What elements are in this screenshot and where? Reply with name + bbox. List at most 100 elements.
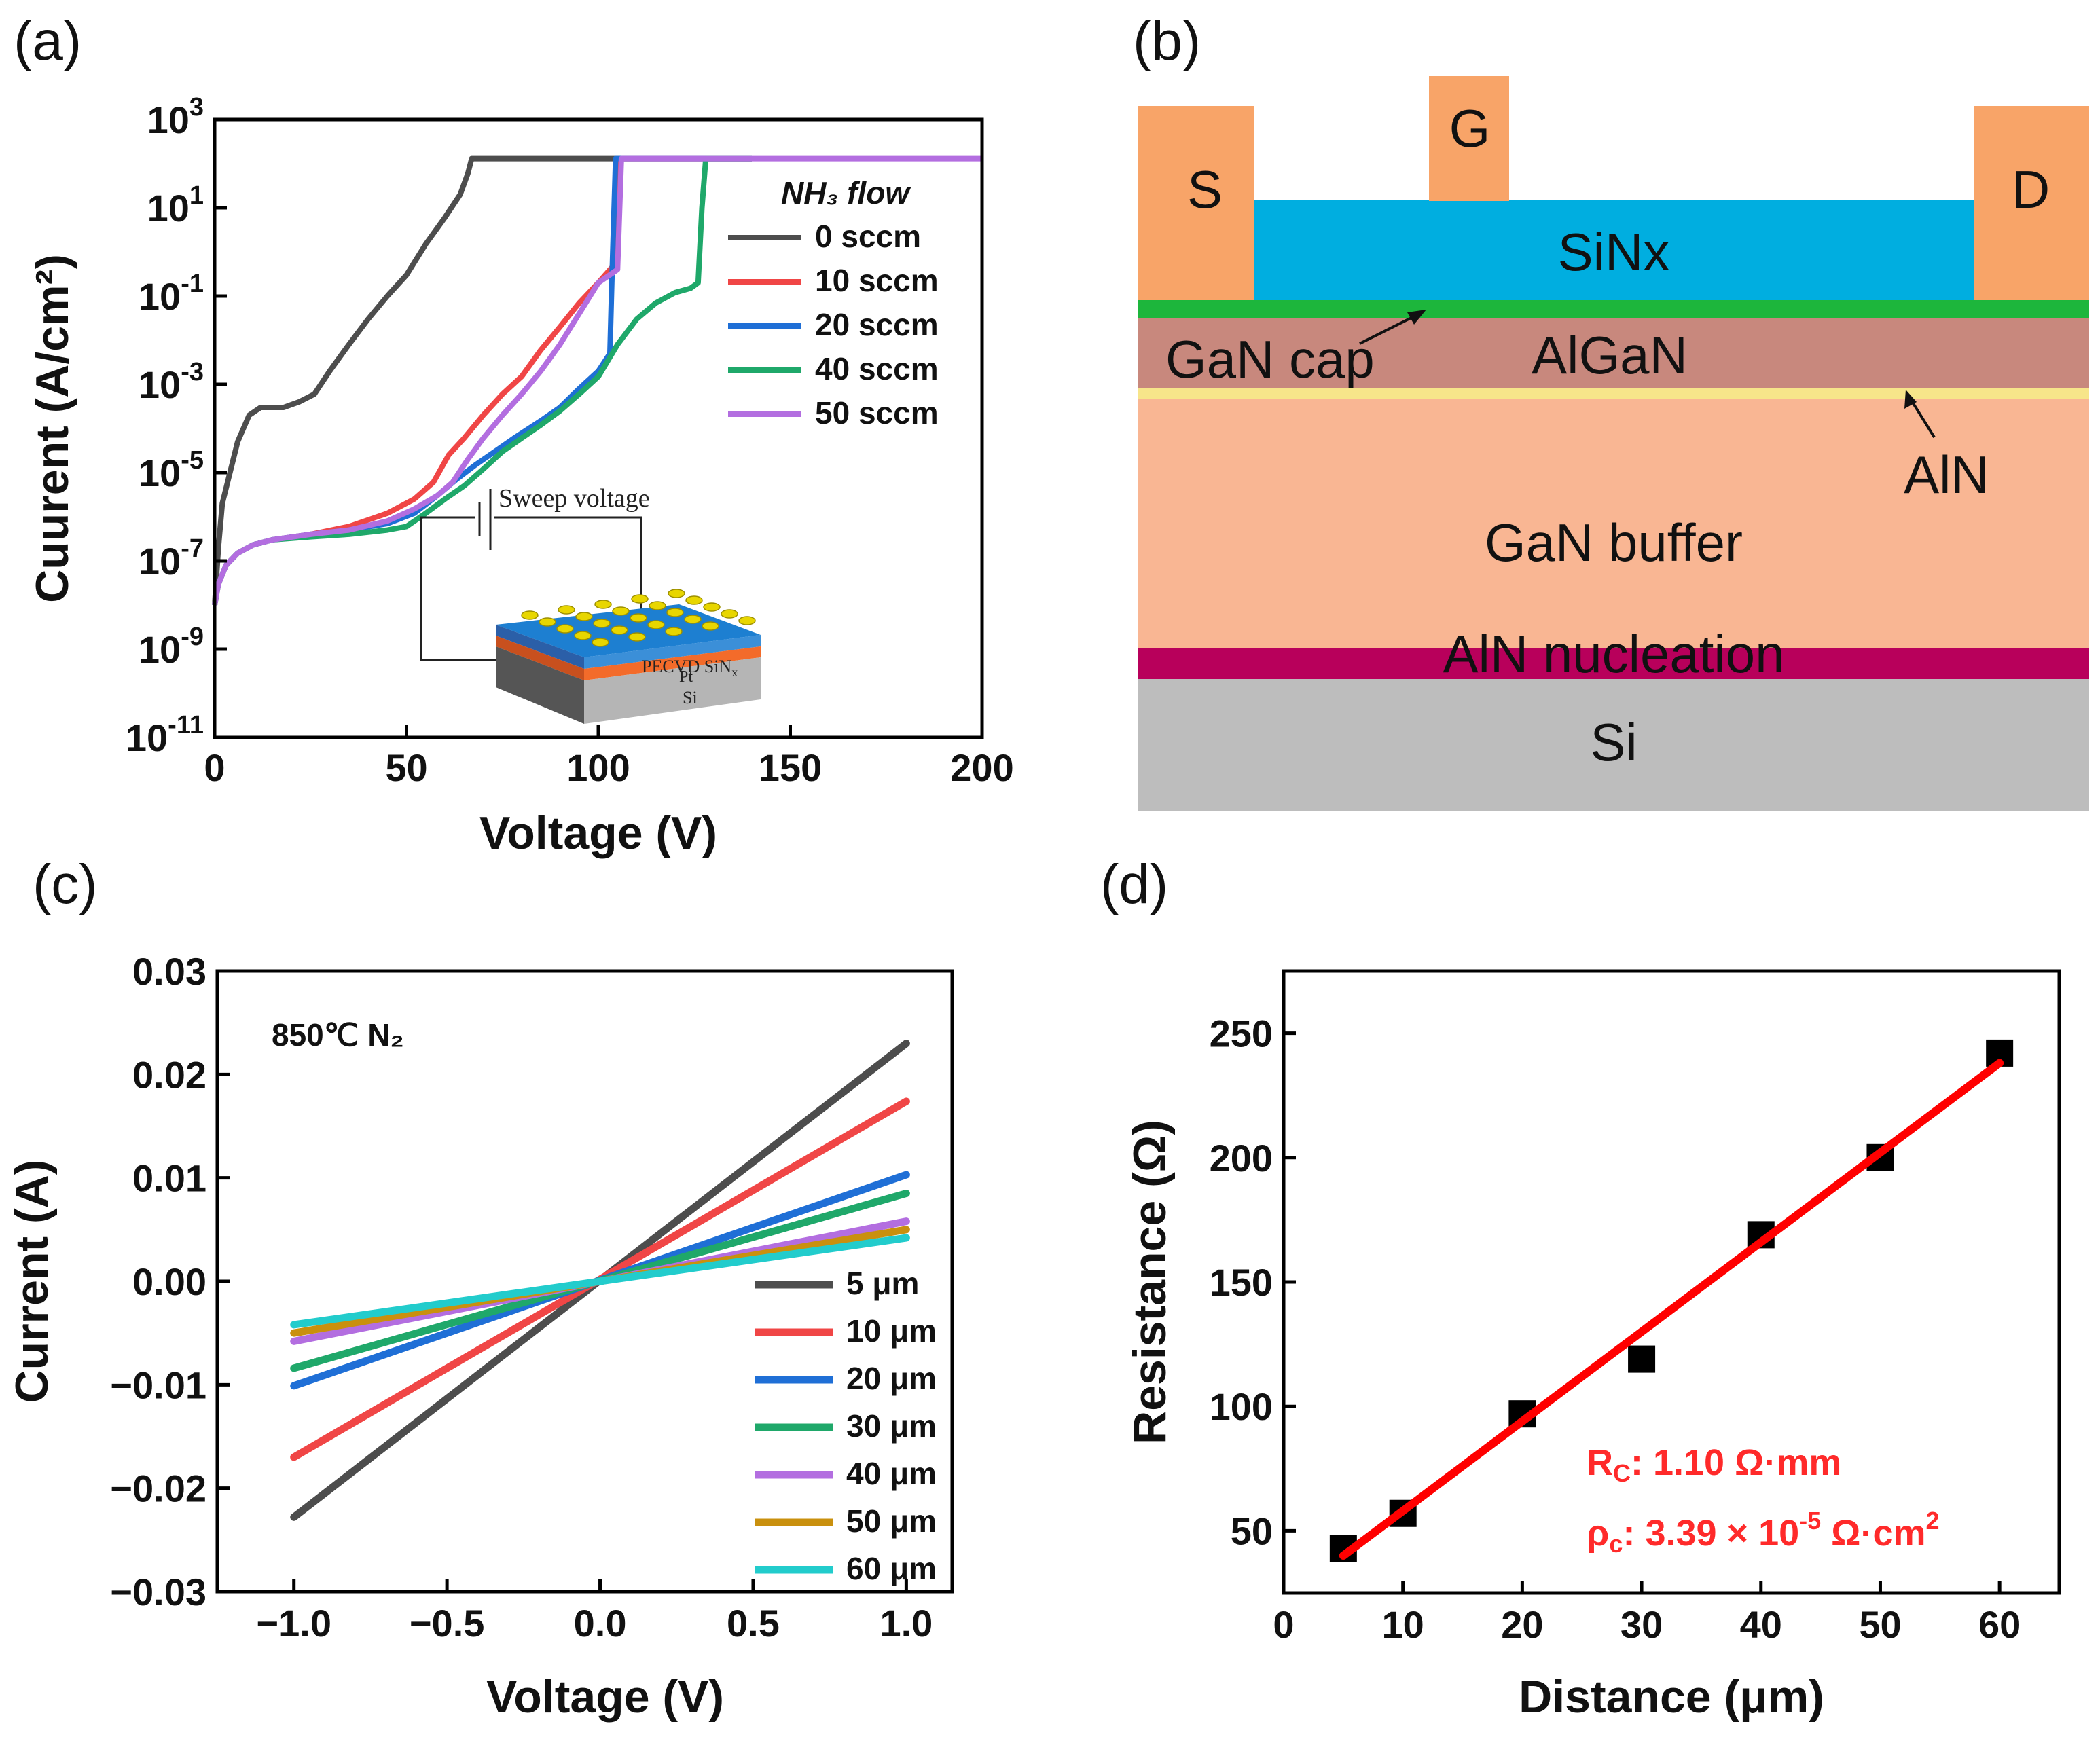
inset-contact-pad (666, 608, 684, 617)
panel-label-b: (b) (1133, 10, 1201, 72)
panel-c-xlabel: Voltage (V) (486, 1671, 724, 1723)
panel-label-c: (c) (33, 854, 98, 915)
panel-a-legend-label-3: 40 sccm (815, 351, 939, 386)
gate-label: G (1449, 98, 1491, 158)
panel-a-legend: 0 sccm 10 sccm 20 sccm 40 sccm 50 sccm (728, 219, 939, 430)
panel-a-xtick-label: 0 (204, 746, 225, 789)
source-contact (1138, 106, 1254, 300)
inset-sinx-front (584, 635, 761, 669)
inset-contact-pad (684, 615, 702, 624)
panel-c-plot-frame (215, 969, 954, 1594)
panel-c-ytick-label: −0.01 (110, 1363, 206, 1406)
panel-a-series-line-0 (212, 155, 752, 606)
panel-d-series-group (1329, 1039, 2014, 1562)
inset-si-left (496, 646, 584, 724)
panel-a-xtick-label: 200 (950, 746, 1013, 789)
panel-d-ytick-label: 250 (1210, 1012, 1273, 1055)
panel-a-xlabel: Voltage (V) (479, 807, 717, 859)
panel-c-legend-label-4: 40 μm (846, 1456, 937, 1491)
panel-c-ytick-label: 0.01 (132, 1157, 206, 1200)
panel-a-ylabel: Cuurent (A/cm²) (26, 254, 78, 603)
panel-c-legend-label-0: 5 μm (846, 1266, 919, 1301)
panel-d-xtick-label: 50 (1859, 1603, 1901, 1646)
algan-label: AlGaN (1532, 325, 1688, 385)
inset-contact-pad (593, 619, 611, 628)
panel-d-ytick-label: 150 (1210, 1261, 1273, 1304)
inset-wire-right (494, 516, 642, 611)
panel-c-series-group (290, 1040, 910, 1521)
panel-c-series-line-6 (290, 1234, 910, 1329)
inset-contact-pad (539, 617, 556, 627)
panel-d-xtick-label: 30 (1621, 1603, 1663, 1646)
inset-contact-pad (611, 625, 628, 635)
layer-aln (1138, 387, 2089, 399)
inset-contact-pad (668, 589, 685, 598)
panel-a-ytick-label: 103 (147, 93, 204, 141)
inset-sinx-label: PECVD SiNx (642, 657, 738, 679)
panel-a-xtick-label: 50 (385, 746, 427, 789)
panel-a-ytick-label: 10-3 (139, 358, 204, 406)
panel-a-legend-label-1: 10 sccm (815, 263, 939, 298)
panel-a-legend-label-2: 20 sccm (815, 307, 939, 342)
inset-contact-pad (649, 601, 666, 610)
layer-sinx (1254, 200, 1974, 300)
inset-sweep-label: Sweep voltage (499, 484, 650, 513)
layer-si (1138, 678, 2089, 811)
inset-si-label: Si (683, 688, 698, 708)
panel-c-legend: 5 μm 10 μm 20 μm 30 μm 40 μm 50 μm 60 μm (755, 1266, 937, 1586)
inset-contact-pad (594, 600, 612, 609)
gan-buffer-label: GaN buffer (1485, 513, 1743, 572)
panel-d-rc-annotation: RC: 1.10 Ω·mm (1587, 1442, 1841, 1487)
panel-d-xtick-label: 10 (1382, 1603, 1424, 1646)
inset-wire-left (420, 516, 516, 661)
inset-contact-pad (738, 616, 756, 625)
gan-cap-arrow (1359, 310, 1426, 345)
gan-cap-label: GaN cap (1165, 329, 1375, 389)
panel-c-xtick-label: −0.5 (410, 1602, 485, 1645)
inset-contact-pad (685, 595, 703, 605)
panel-a-legend-label-4: 50 sccm (815, 395, 939, 430)
panel-c-ytick-label: −0.03 (110, 1571, 206, 1613)
drain-label: D (2012, 160, 2050, 219)
gate-contact (1429, 76, 1509, 201)
panel-d-ytick-label: 50 (1231, 1509, 1273, 1552)
aln-arrow (1904, 390, 1936, 439)
panel-a-legend-title: NH₃ flow (781, 175, 911, 210)
layer-gan-buffer (1138, 398, 2089, 648)
panel-a-series-line-4 (212, 155, 982, 606)
inset-contact-pad (574, 631, 592, 640)
panel-c-xtick-label: −1.0 (256, 1602, 331, 1645)
panel-a-series-group (212, 155, 982, 606)
panel-a-ytick-label: 10-7 (139, 534, 204, 583)
panel-label-a: (a) (14, 10, 82, 72)
drain-contact (1974, 106, 2089, 300)
panel-a-chart: 0 50 100 150 200 103 101 10-1 10-3 10-5 10-7 10-9 10… (26, 93, 1014, 859)
panel-c-legend-label-3: 30 μm (846, 1408, 937, 1444)
source-label: S (1187, 160, 1223, 219)
panel-c-chart: −1.0 −0.5 0.0 0.5 1.0 0.03 0.02 0.01 0.00 −0.01 −0… (6, 950, 954, 1723)
panel-c-annotation: 850℃ N₂ (272, 1017, 404, 1052)
panel-d-xtick-label: 40 (1740, 1603, 1782, 1646)
panel-a-legend-label-0: 0 sccm (815, 219, 921, 254)
panel-a-ytick-label: 10-9 (139, 623, 204, 671)
layer-aln-nucleation (1138, 646, 2089, 679)
inset-contact-pads (521, 589, 756, 647)
inset-contact-pad (703, 602, 721, 612)
panel-d-xtick-label: 20 (1501, 1603, 1543, 1646)
panel-c-legend-label-1: 10 μm (846, 1313, 937, 1349)
panel-d-xlabel: Distance (μm) (1519, 1671, 1824, 1723)
panel-d-ytick-label: 100 (1210, 1385, 1273, 1428)
inset-pt-label: Pt (679, 668, 693, 686)
panel-d-data-point-3 (1628, 1345, 1656, 1373)
panel-d-chart: 0 10 20 30 40 50 60 250 200 150 100 50 Distance (μm… (1124, 969, 2061, 1723)
panel-c-ytick-label: 0.03 (132, 950, 206, 993)
panel-d-fit-line (1339, 1059, 2004, 1560)
inset-si-front (584, 657, 761, 724)
inset-contact-pad (558, 605, 575, 615)
panel-c-xtick-label: 0.5 (727, 1602, 780, 1645)
inset-contact-pad (631, 594, 649, 604)
panel-label-d: (d) (1100, 854, 1168, 915)
panel-d-ytick-label: 200 (1210, 1137, 1273, 1179)
inset-contact-pad (630, 613, 647, 623)
inset-contact-pad (575, 612, 593, 621)
